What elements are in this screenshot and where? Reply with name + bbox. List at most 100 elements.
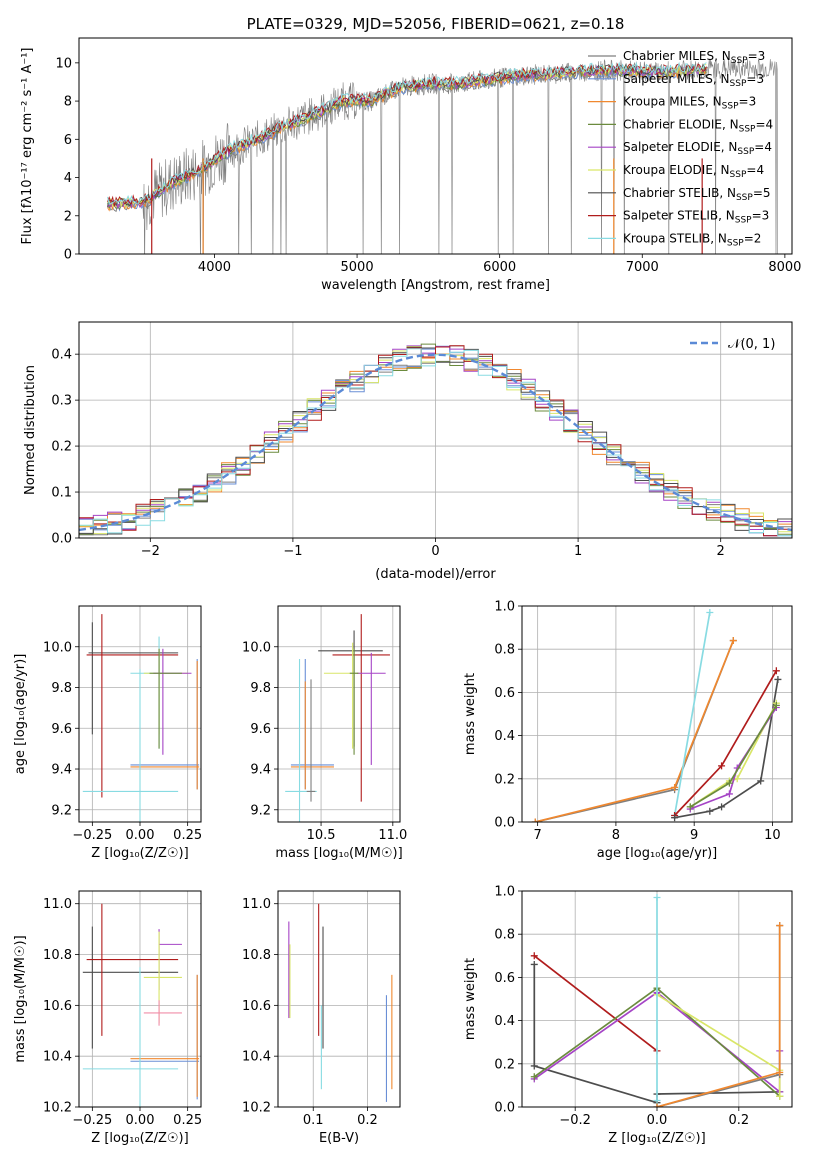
y-axis-label: Flux [fλ10⁻¹⁷ erg cm⁻² s⁻¹ A⁻¹]: [20, 48, 35, 245]
x-axis-label: Z [log₁₀(Z/Z☉)]: [91, 846, 188, 861]
legend-label: Chabrier ELODIE, NSSP=4: [623, 117, 773, 134]
weight-line: [535, 640, 735, 822]
data-point: [774, 675, 782, 683]
y-tick-label: 10.8: [242, 948, 271, 963]
x-tick-label: 0.25: [173, 828, 202, 843]
x-tick-label: −0.25: [72, 1113, 112, 1128]
y-tick-label: 10.2: [43, 1101, 72, 1116]
weight-line: [656, 925, 781, 1107]
axes-mass_vs_ebv: 0.1 0.2 10.2 10.4 10.6 10.8 11.0 E(B-V): [242, 890, 401, 1146]
data-point: [757, 777, 765, 785]
weight-line: [689, 704, 778, 808]
plot-area-age_vs_mass: [285, 614, 390, 822]
axes-mass_vs_Z: −0.25 0.00 0.25 10.2 10.4 10.6 10.8 11.0 Z [log₁…: [13, 890, 202, 1146]
y-tick-label: 0.3: [51, 394, 72, 409]
chart-title: PLATE=0329, MJD=52056, FIBERID=0621, z=0…: [247, 15, 625, 33]
data-point: [653, 1097, 661, 1105]
axes-age_vs_mass: 10.5 11.0 9.2 9.4 9.6 9.8 10.0 mass [log₁₀(M/M☉…: [242, 605, 407, 861]
weight-line: [673, 612, 711, 816]
x-tick-label: 0.1: [303, 1113, 324, 1128]
x-tick-label: 0: [431, 544, 439, 559]
y-tick-label: 9.2: [51, 803, 72, 818]
x-tick-label: 8: [612, 828, 620, 843]
y-tick-label: 8: [64, 95, 72, 110]
data-point: [725, 790, 733, 798]
axes-frame: [521, 605, 793, 823]
x-tick-label: 10.5: [307, 828, 336, 843]
data-point: [671, 783, 679, 791]
y-tick-label: 2: [64, 209, 72, 224]
y-tick-label: 6: [64, 133, 72, 148]
x-tick-label: −2: [141, 544, 160, 559]
y-axis-label: age [log₁₀(age/yr)]: [13, 654, 28, 775]
x-tick-label: 0.2: [357, 1113, 378, 1128]
x-tick-label: 6000: [483, 260, 516, 275]
legend-residuals: 𝒩(0, 1): [690, 337, 775, 352]
y-tick-label: 10.0: [242, 640, 271, 655]
axes-frame: [277, 605, 401, 823]
y-tick-label: 0.4: [51, 348, 72, 363]
data-point: [776, 1092, 784, 1100]
data-point: [772, 667, 780, 675]
x-axis-label: age [log₁₀(age/yr)]: [597, 846, 718, 861]
y-tick-label: 9.8: [51, 681, 72, 696]
data-point: [725, 779, 733, 787]
plot-area-mass_vs_ebv: [288, 903, 393, 1102]
y-tick-label: 0.0: [494, 816, 515, 831]
model-spectrum-line: [107, 61, 707, 205]
y-tick-label: 9.2: [250, 803, 271, 818]
axes-spectrum: 4000 5000 6000 7000 8000 0 2 4 6 8 10 wavelength [A…: [20, 15, 801, 293]
data-point: [733, 775, 741, 783]
data-point: [776, 922, 784, 930]
y-tick-label: 0.0: [494, 1101, 515, 1116]
x-tick-label: 7000: [626, 260, 659, 275]
x-axis-label: wavelength [Angstrom, rest frame]: [321, 278, 550, 293]
data-point: [729, 637, 737, 645]
data-point: [686, 803, 694, 811]
data-point: [718, 762, 726, 770]
y-tick-label: 0.2: [494, 1057, 515, 1072]
plot-area-age_vs_Z: [82, 614, 200, 822]
y-axis-label: mass [log₁₀(M/M☉)]: [13, 935, 28, 1062]
legend-label: Kroupa STELIB, NSSP=2: [623, 231, 761, 248]
y-tick-label: 11.0: [43, 897, 72, 912]
data-point: [530, 960, 538, 968]
axes-weight_vs_Z: −0.2 0.0 0.2 0.0 0.2 0.4 0.6 0.8 1.0 Z [log₁₀(Z/Z…: [463, 885, 793, 1146]
data-point: [772, 701, 780, 709]
data-point: [530, 1073, 538, 1081]
axes-weight_vs_age: 7 8 9 10 0.0 0.2 0.4 0.6 0.8 1.0 age [log₁₀(age/yr…: [463, 600, 793, 861]
y-tick-label: 9.6: [51, 722, 72, 737]
legend-label: Kroupa MILES, NSSP=3: [623, 95, 756, 112]
y-axis-label: Normed distribution: [23, 365, 38, 495]
x-tick-label: 1: [574, 544, 582, 559]
data-point: [671, 814, 679, 822]
x-tick-label: 4000: [198, 260, 231, 275]
plot-area-spectrum: [107, 58, 778, 254]
x-tick-label: 10: [764, 828, 781, 843]
y-tick-label: 0.8: [494, 643, 515, 658]
y-axis-label: mass weight: [463, 958, 478, 1040]
legend-label: 𝒩(0, 1): [728, 337, 775, 352]
y-tick-label: 10.0: [43, 640, 72, 655]
y-tick-label: 1.0: [494, 885, 515, 900]
axes-age_vs_Z: −0.25 0.00 0.25 9.2 9.4 9.6 9.8 10.0 Z [log₁₀(Z/…: [13, 605, 202, 861]
x-tick-label: 11.0: [378, 828, 407, 843]
model-spectrum-line: [107, 66, 707, 212]
y-tick-label: 0.8: [494, 928, 515, 943]
y-tick-label: 0.0: [51, 532, 72, 547]
x-tick-label: 0.00: [126, 828, 155, 843]
axes-frame: [78, 37, 793, 255]
y-tick-label: 4: [64, 171, 72, 186]
data-point: [718, 803, 726, 811]
x-tick-label: 0.0: [647, 1113, 668, 1128]
x-tick-label: 7: [534, 828, 542, 843]
x-tick-label: 9: [690, 828, 698, 843]
x-axis-label: Z [log₁₀(Z/Z☉)]: [608, 1131, 705, 1146]
data-point: [706, 807, 714, 815]
weight-line: [533, 955, 658, 1052]
plot-area-residuals: [79, 343, 792, 537]
y-tick-label: 10.8: [43, 948, 72, 963]
data-point: [531, 818, 539, 822]
x-axis-label: E(B-V): [319, 1131, 359, 1146]
x-tick-label: 8000: [768, 260, 801, 275]
